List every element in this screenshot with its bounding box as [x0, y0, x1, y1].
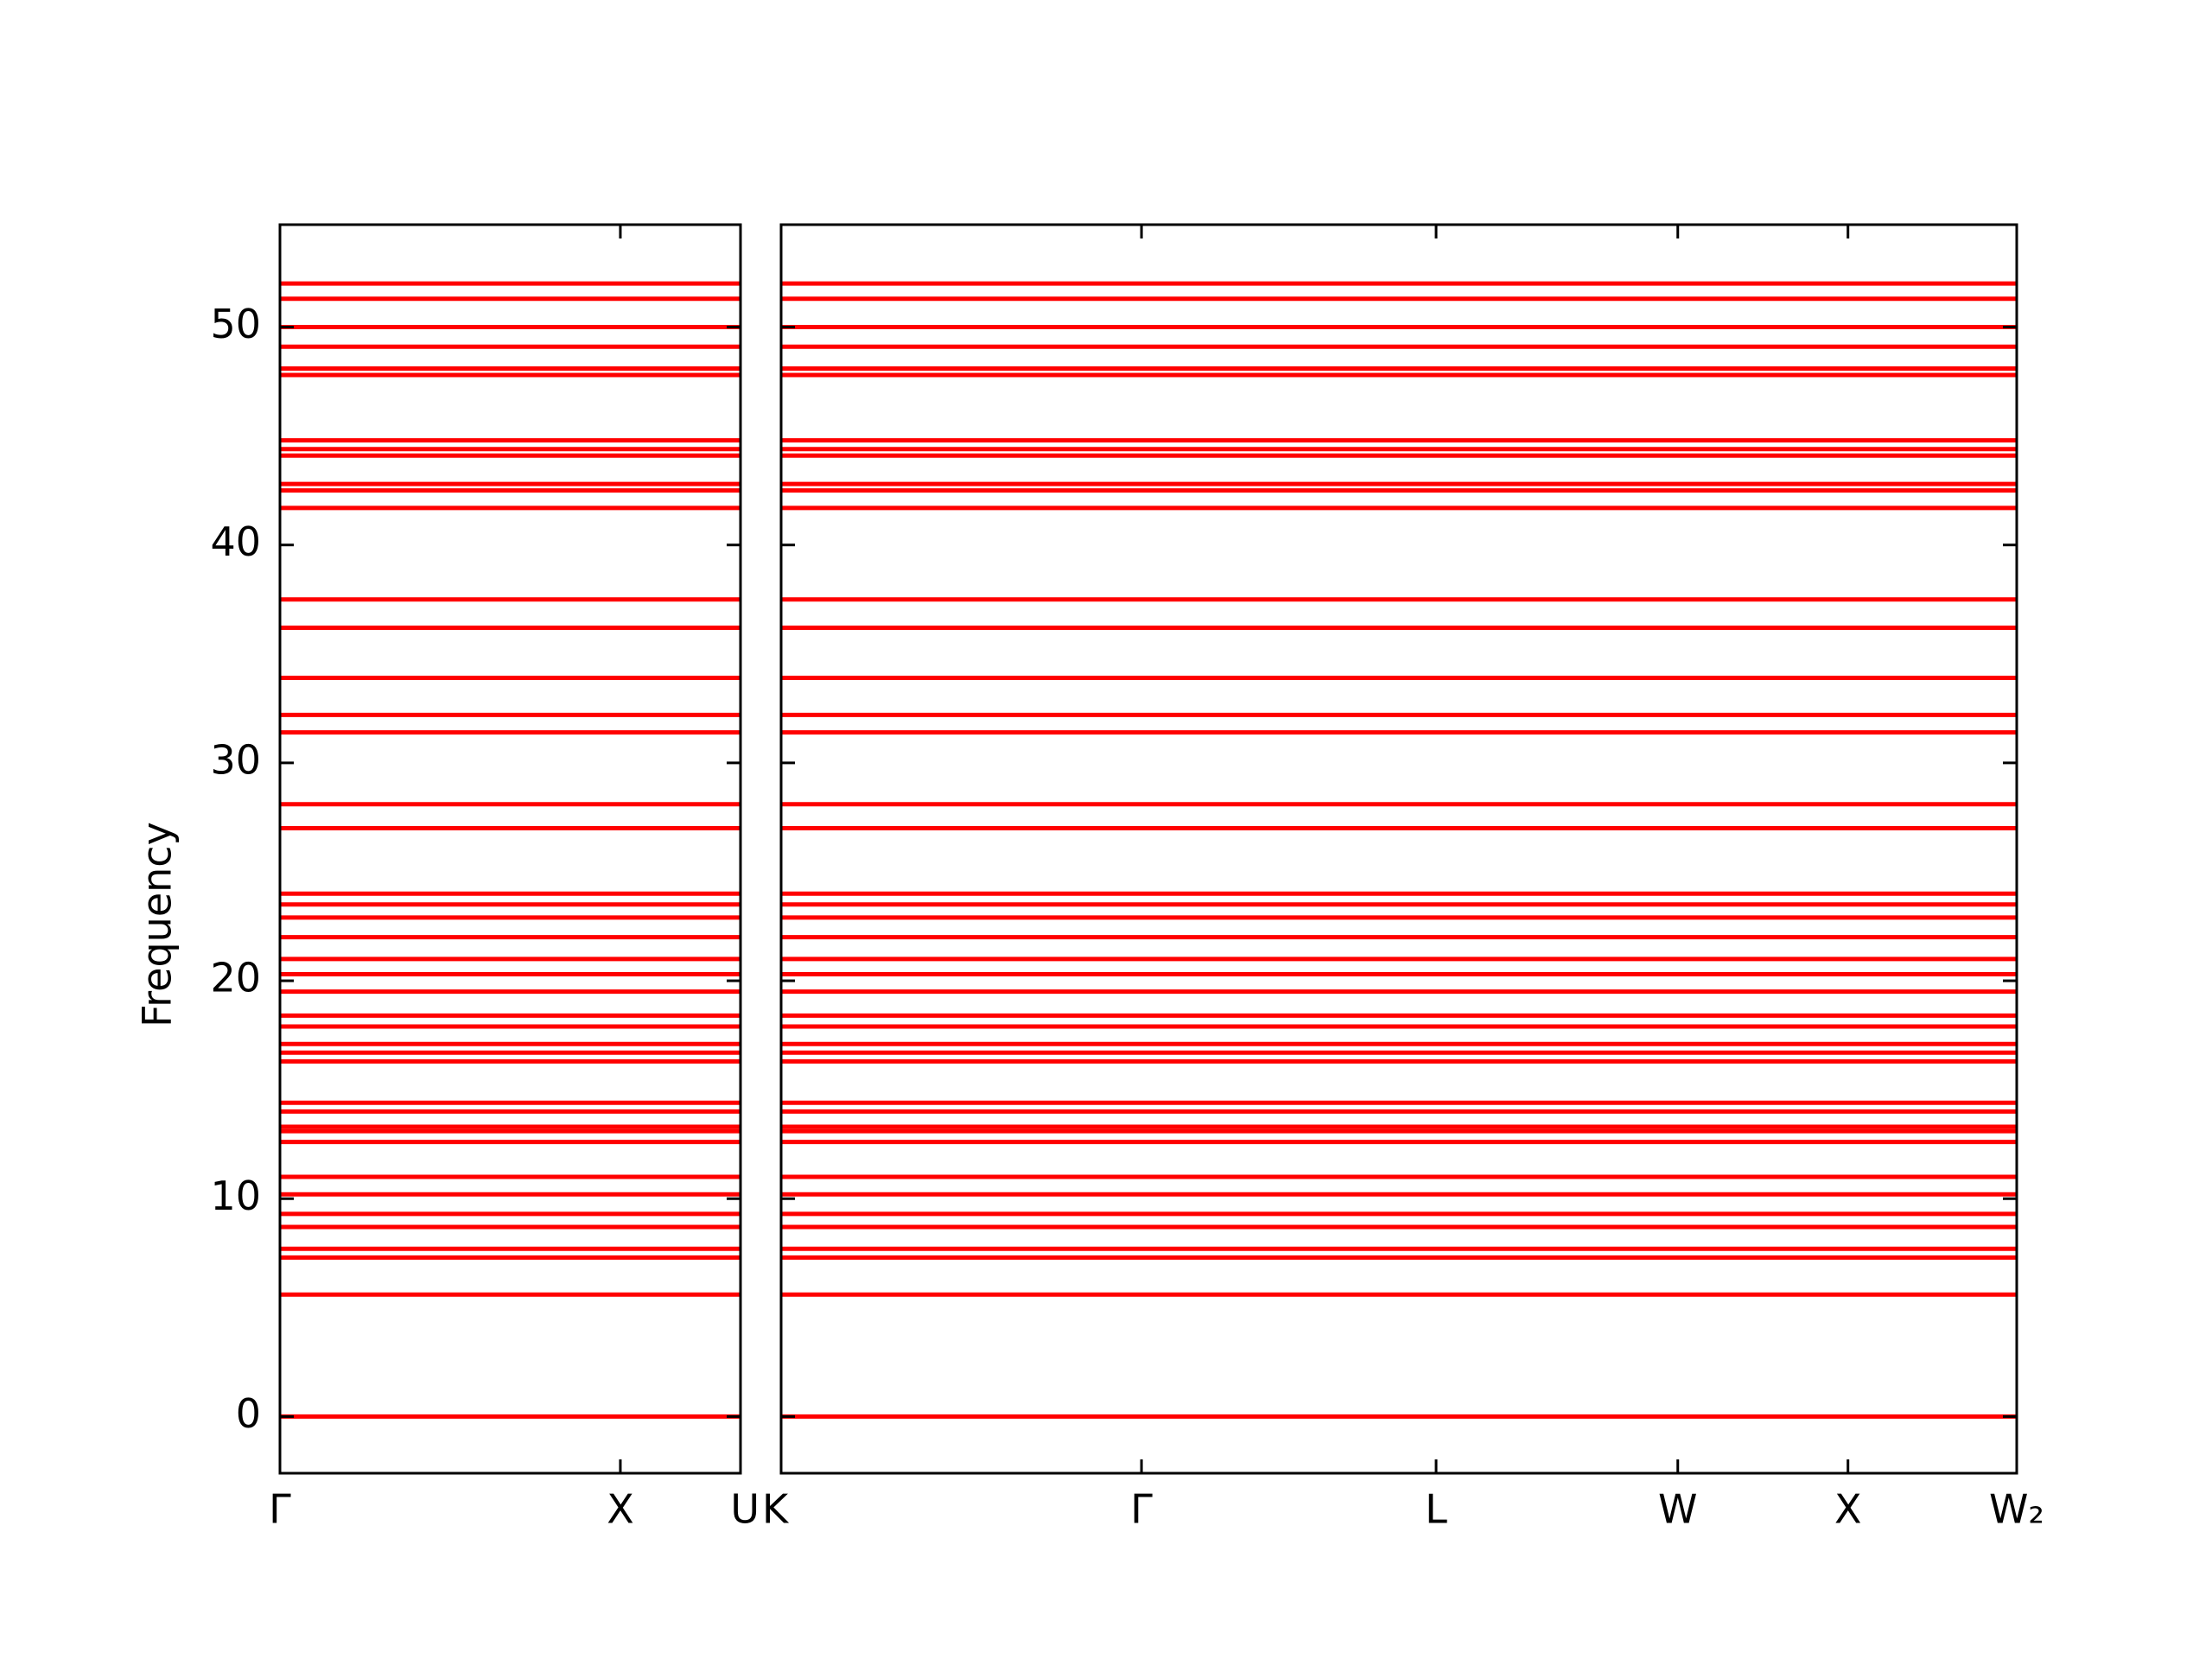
x-tick-label: W₂: [1989, 1486, 2044, 1533]
y-tick-label: 30: [210, 736, 261, 783]
x-tick-label: W: [1658, 1486, 1697, 1533]
y-tick-label: 0: [236, 1390, 261, 1437]
x-tick-label: X: [1834, 1486, 1862, 1533]
y-tick-label: 40: [210, 518, 261, 565]
y-tick-label: 20: [210, 955, 261, 1001]
plot-frame: [779, 223, 2018, 1475]
y-tick-label: 10: [210, 1173, 261, 1219]
y-tick-label: 50: [210, 301, 261, 347]
x-tick-label: X: [607, 1486, 634, 1533]
x-tick-label: Γ: [269, 1486, 291, 1533]
plot-frame: [278, 223, 742, 1475]
x-tick-label: Γ: [1130, 1486, 1153, 1533]
x-tick-label: K: [762, 1486, 790, 1533]
y-axis-label: Frequency: [134, 822, 181, 1027]
x-tick-label: L: [1425, 1486, 1447, 1533]
x-tick-label: U: [730, 1486, 760, 1533]
